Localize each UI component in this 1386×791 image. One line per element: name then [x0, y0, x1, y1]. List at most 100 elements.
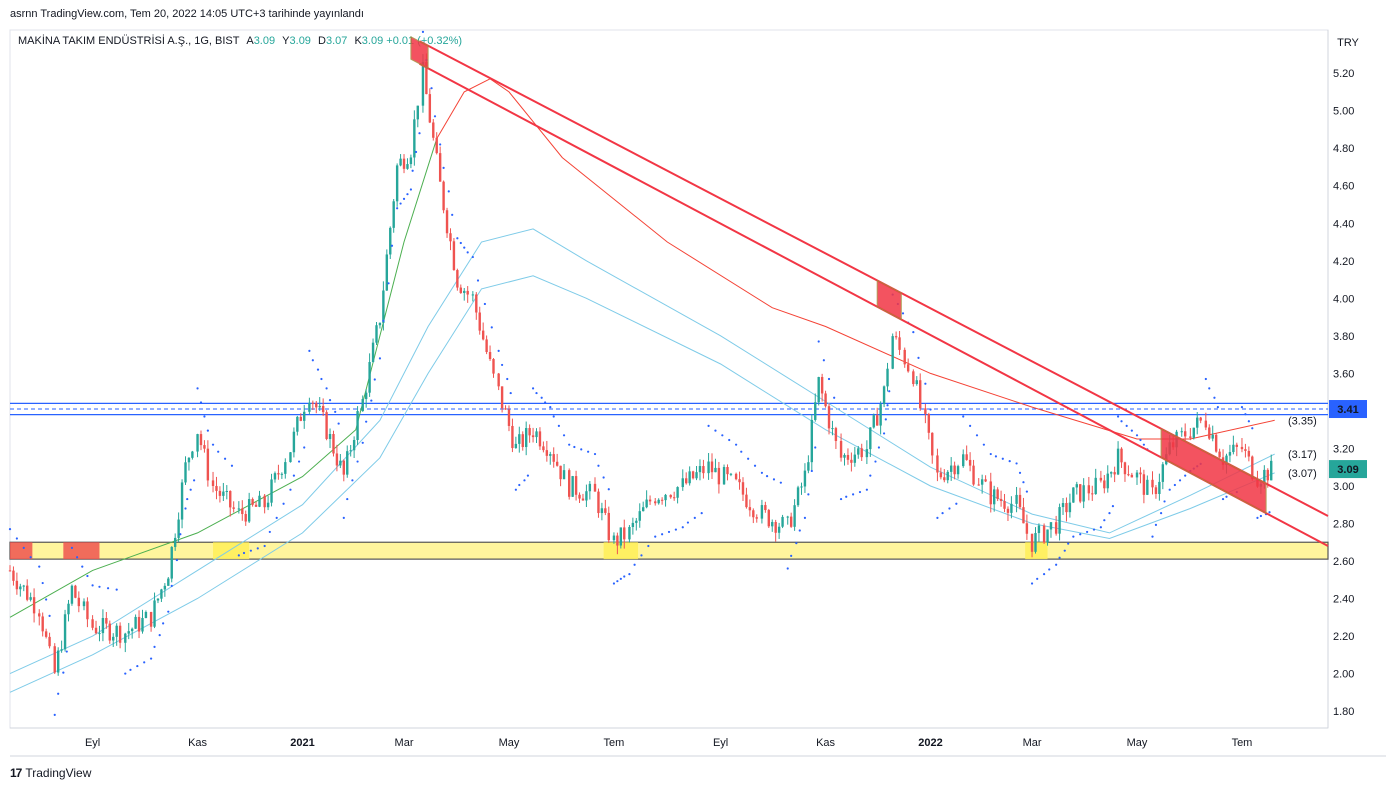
candle — [946, 471, 949, 481]
candle — [438, 153, 442, 182]
candle — [676, 487, 679, 498]
sar-dot — [65, 650, 68, 653]
sar-dot — [839, 497, 843, 501]
sar-dot — [256, 547, 259, 550]
zone-highlight — [213, 542, 250, 560]
candle — [1072, 487, 1075, 503]
sar-dot — [115, 588, 118, 591]
candle — [616, 535, 619, 546]
x-tick-label: Eyl — [713, 737, 728, 749]
sar-dot — [175, 558, 179, 562]
sar-dot — [1099, 526, 1102, 529]
candle — [1270, 460, 1273, 481]
sar-dot — [549, 406, 552, 409]
candle — [1058, 507, 1061, 534]
candle — [511, 425, 514, 449]
last-price-badge — [1329, 460, 1367, 479]
candle — [1225, 455, 1228, 465]
sar-dot — [936, 516, 939, 519]
sar-dot — [402, 197, 406, 200]
candle — [177, 519, 180, 538]
sar-dot — [8, 528, 12, 531]
sar-dot — [53, 713, 56, 716]
candle — [600, 508, 604, 514]
candle — [402, 158, 406, 169]
y-tick-label: 2.80 — [1333, 518, 1354, 530]
sar-dot — [1139, 438, 1142, 442]
candle — [814, 402, 817, 420]
x-tick-label: Mar — [1023, 737, 1042, 749]
candle — [886, 368, 889, 387]
sar-dot — [48, 614, 51, 617]
candle — [824, 393, 827, 407]
candle — [356, 411, 359, 441]
sar-dot — [1125, 424, 1128, 428]
y-tick-label: 4.80 — [1333, 143, 1354, 155]
candle — [898, 337, 901, 350]
sar-dot — [728, 438, 731, 442]
candle — [318, 405, 321, 408]
candle — [528, 428, 531, 436]
candle — [552, 454, 555, 462]
sar-dot — [242, 551, 246, 555]
candle — [894, 336, 898, 338]
sar-dot — [845, 495, 848, 498]
sar-dot — [1268, 511, 1271, 514]
sar-dot — [924, 382, 927, 385]
sar-dot — [526, 474, 530, 477]
candle — [332, 434, 335, 454]
candle — [745, 494, 748, 508]
candle — [1110, 472, 1113, 474]
candle — [660, 499, 664, 501]
sar-dot — [747, 457, 750, 460]
candle — [568, 470, 571, 497]
candle — [843, 454, 846, 458]
sar-dot — [451, 213, 454, 216]
candle — [101, 618, 105, 634]
sar-dot — [912, 330, 915, 334]
sar-dot — [647, 544, 650, 548]
candle — [435, 137, 438, 154]
sar-dot — [693, 516, 696, 519]
candle — [206, 448, 210, 481]
sar-dot — [289, 488, 292, 491]
channel-box — [876, 279, 902, 321]
sar-dot — [382, 319, 385, 322]
sar-dot — [38, 565, 41, 568]
candle — [118, 625, 122, 643]
sar-dot — [459, 241, 462, 245]
sar-dot — [268, 530, 271, 534]
sar-dot — [325, 387, 328, 390]
y-tick-label: 4.20 — [1333, 256, 1354, 268]
candle — [91, 619, 94, 628]
candle — [160, 589, 163, 599]
candle — [191, 451, 194, 458]
candle — [196, 434, 199, 452]
candle — [853, 454, 857, 463]
x-tick-label: Kas — [188, 737, 207, 749]
candle — [968, 459, 972, 466]
candle — [70, 585, 74, 604]
sar-dot — [798, 529, 801, 532]
candle — [1106, 473, 1109, 489]
candle — [289, 452, 292, 463]
y-tick-label: 1.80 — [1333, 706, 1354, 718]
sar-dot — [316, 368, 320, 371]
candle — [555, 461, 559, 466]
sar-dot — [852, 493, 855, 496]
candle — [409, 157, 413, 165]
sar-dot — [1247, 420, 1250, 423]
low-value: 3.07 — [325, 35, 348, 47]
candle — [277, 473, 280, 475]
sar-dot — [370, 399, 373, 402]
candle — [315, 403, 318, 408]
sar-dot — [456, 237, 459, 240]
candle — [865, 449, 869, 458]
sar-dot — [602, 476, 605, 479]
candle — [296, 416, 299, 432]
sar-dot — [1103, 519, 1106, 522]
candle — [124, 633, 127, 643]
channel-box — [1160, 427, 1267, 514]
candle — [585, 491, 588, 501]
